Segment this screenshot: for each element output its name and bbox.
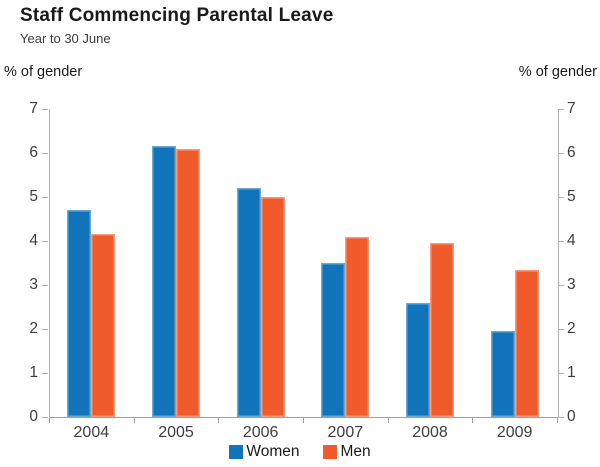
y-axis-label-left: 3 xyxy=(29,276,38,293)
legend-swatch-women xyxy=(229,445,244,459)
y-tick-left xyxy=(42,196,48,198)
chart-title: Staff Commencing Parental Leave xyxy=(20,5,334,26)
x-tick xyxy=(387,418,389,423)
x-tick xyxy=(472,418,474,423)
legend-item-women: Women xyxy=(229,443,299,461)
y-tick-left xyxy=(42,284,48,286)
x-tick xyxy=(303,418,304,423)
legend-label-women: Women xyxy=(246,443,300,460)
x-tick xyxy=(218,418,220,423)
y-axis-label-left: 2 xyxy=(29,320,38,337)
y-axis-label-left: 5 xyxy=(29,188,38,205)
legend-item-men: Men xyxy=(323,443,371,461)
x-axis-label-2004: 2004 xyxy=(73,424,110,441)
x-axis-label-2007: 2007 xyxy=(327,424,364,441)
legend-swatch-men xyxy=(323,445,338,459)
chart-subtitle: Year to 30 June xyxy=(20,31,111,46)
left-axis-caption: % of gender xyxy=(4,64,83,80)
y-tick-left xyxy=(42,372,48,374)
y-axis-label-right: 4 xyxy=(567,232,576,249)
legend-label-men: Men xyxy=(340,443,371,460)
y-axis-label-left: 0 xyxy=(29,408,38,425)
chart-legend: Women Men xyxy=(0,443,600,461)
x-axis-label-2008: 2008 xyxy=(412,424,448,441)
x-tick xyxy=(133,418,135,423)
y-axis-label-left: 7 xyxy=(29,100,38,117)
y-axis-label-left: 6 xyxy=(29,144,38,161)
y-axis-label-left: 1 xyxy=(29,364,38,381)
x-axis-label-2009: 2009 xyxy=(496,424,533,441)
y-axis-label-left: 4 xyxy=(29,232,38,249)
right-axis-caption: % of gender xyxy=(518,64,597,80)
y-axis-label-right: 0 xyxy=(567,408,576,425)
y-axis-label-right: 1 xyxy=(567,364,576,381)
plot-area xyxy=(49,109,559,418)
y-tick-left xyxy=(42,240,48,242)
y-tick-left xyxy=(42,152,48,154)
x-axis-label-2005: 2005 xyxy=(158,424,194,441)
y-axis-label-right: 3 xyxy=(567,276,576,293)
y-axis-label-right: 7 xyxy=(567,100,576,117)
y-tick-left xyxy=(42,328,48,330)
y-tick-left xyxy=(42,108,48,110)
x-tick xyxy=(557,418,558,423)
x-tick xyxy=(49,418,50,423)
y-axis-label-right: 5 xyxy=(567,188,576,205)
y-axis-label-right: 6 xyxy=(567,144,576,161)
x-axis-label-2006: 2006 xyxy=(242,424,279,441)
y-tick-left xyxy=(42,416,48,418)
y-axis-label-right: 2 xyxy=(567,320,576,337)
